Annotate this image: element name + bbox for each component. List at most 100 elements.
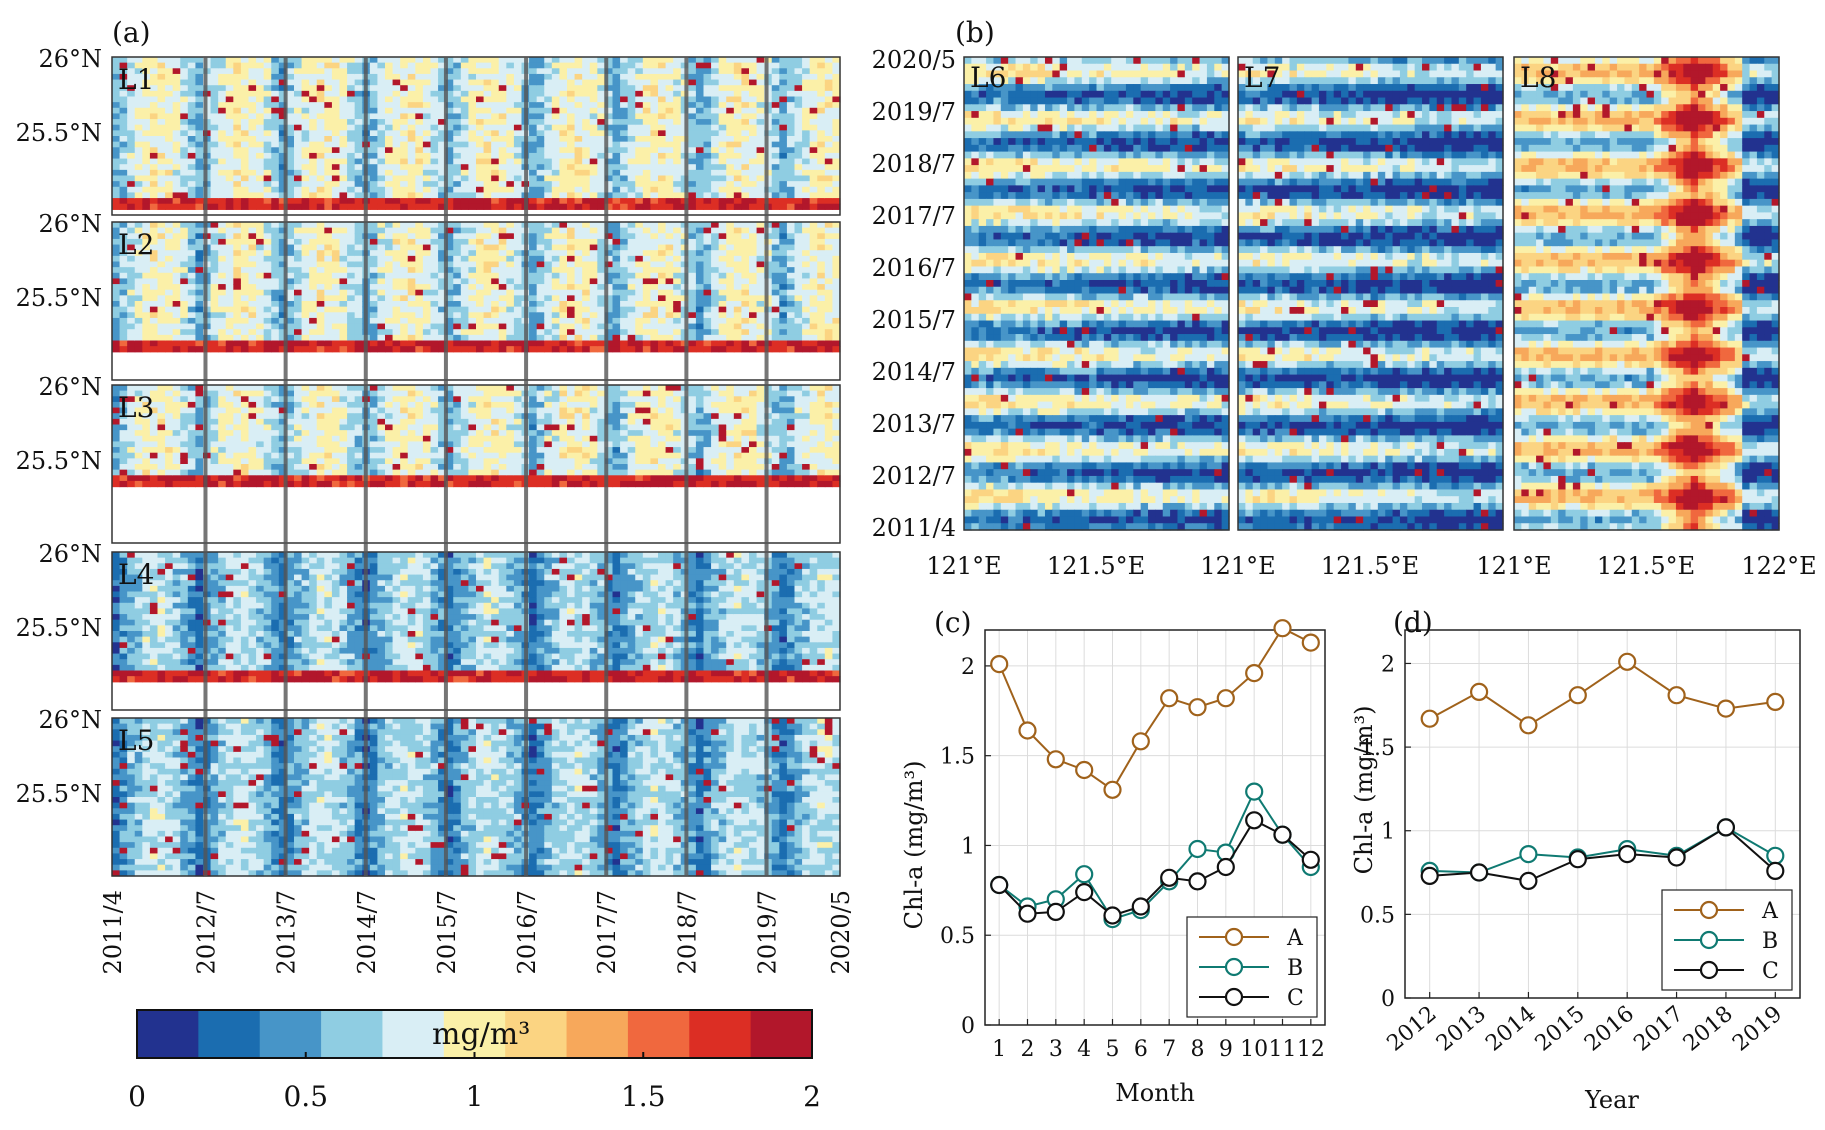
heat-cell [240,289,250,296]
heat-cell [316,169,325,177]
heat-cell [400,113,409,120]
heat-cell [642,233,652,240]
heat-cell [824,73,834,81]
heat-cell [187,141,197,148]
heat-cell [673,164,682,171]
heat-cell [142,169,151,177]
heat-cell [445,130,454,137]
heat-cell [574,79,583,86]
heat-cell [339,267,348,274]
heat-cell [445,102,454,109]
heat-cell [119,222,128,229]
heat-cell [339,278,348,285]
heat-cell [225,186,234,194]
heat-cell [149,192,159,199]
heat-cell [225,272,234,280]
heat-cell [134,261,143,268]
heat-cell [187,346,197,353]
heat-cell [149,73,159,81]
heat-cell [263,96,272,103]
heat-cell [134,306,143,313]
heat-cell [278,169,288,177]
heat-cell [741,329,750,336]
heat-cell [771,124,780,131]
heat-cell [165,301,174,308]
heat-cell [157,130,166,137]
heat-cell [468,147,477,154]
heat-cell [703,329,712,336]
heat-cell [658,130,667,137]
heat-cell [483,152,492,160]
heat-cell [536,102,545,109]
heat-cell [817,306,826,313]
heat-cell [673,130,682,137]
heat-cell [498,329,507,336]
heat-cell [119,68,128,75]
heat-cell [529,141,538,148]
heat-cell [240,158,250,165]
heat-cell [354,278,363,285]
heat-cell [468,340,477,347]
heat-cell [642,73,652,81]
heat-cell [278,250,288,257]
heat-cell [635,346,644,353]
heat-cell [483,301,492,308]
heat-cell [551,334,561,342]
heat-cell [665,284,674,291]
heat-cell [385,79,394,86]
heat-cell [369,203,379,210]
heat-cell [483,329,492,336]
heat-cell [415,85,424,92]
heat-cell [172,272,181,280]
heat-cell [529,186,538,194]
heat-cell [544,238,553,246]
heat-cell [112,284,121,291]
heat-cell [779,152,788,160]
heat-cell [445,317,454,325]
heat-cell [407,62,416,69]
heat-cell [544,90,553,98]
heat-cell [165,238,174,246]
heat-cell [597,73,606,81]
heat-cell [445,278,454,285]
heat-cell [407,267,416,274]
heat-cell [134,346,143,353]
heat-cell [832,301,841,308]
heat-cell [711,203,720,210]
heat-cell [627,203,636,210]
heat-cell [460,124,470,131]
heat-cell [225,130,234,137]
heat-cell [210,175,219,182]
heat-cell [180,401,189,409]
heat-cell [802,295,811,302]
heat-cell [650,329,659,336]
heat-cell [476,136,485,143]
heat-cell [726,244,735,251]
heat-cell [430,329,439,336]
heat-cell [278,340,288,347]
heat-cell [559,278,568,285]
heat-cell [483,136,492,143]
heat-cell [536,124,545,131]
heat-cell [620,346,629,353]
heat-cell [180,284,189,291]
heat-cell [422,186,432,194]
heat-cell [771,107,780,115]
heat-cell [165,418,174,426]
heat-cell [240,175,250,182]
heat-cell [180,475,189,482]
heat-cell [468,301,477,308]
heat-cell [597,113,606,120]
heat-cell [559,147,568,154]
heat-cell [688,158,697,165]
heat-cell [658,227,667,234]
heat-cell [438,317,447,325]
heat-cell [392,141,401,148]
heat-cell [794,136,803,143]
heat-cell [119,141,128,148]
heat-cell [582,147,591,154]
heat-cell [134,396,143,403]
heat-cell [278,192,288,199]
heat-cell [726,289,735,296]
heat-cell [658,198,667,205]
